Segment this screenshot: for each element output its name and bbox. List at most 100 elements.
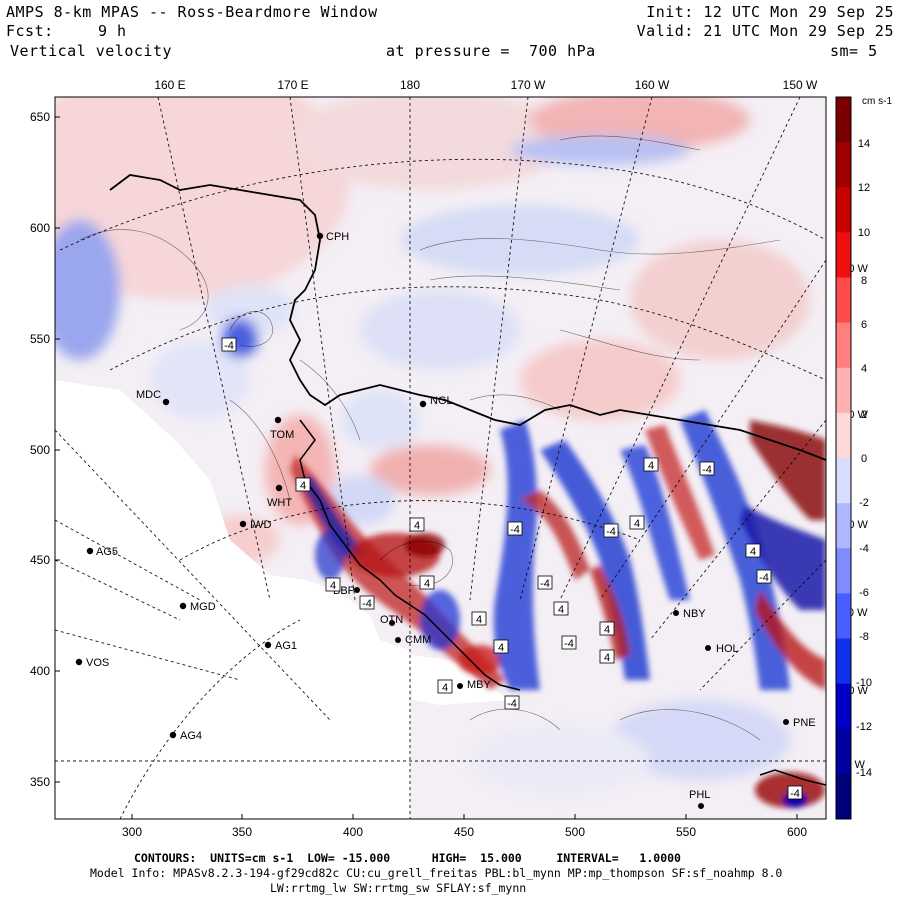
contour-label: 4 xyxy=(558,604,564,616)
contour-label: -4 xyxy=(507,698,517,710)
colorbar-tick-label: 8 xyxy=(861,275,867,287)
longitude-label: 160 E xyxy=(154,78,185,92)
y-tick-label: 450 xyxy=(30,553,50,567)
map-title: AMPS 8-km MPAS -- Ross-Beardmore Window xyxy=(6,3,378,21)
model-info: Model Info: MPASv8.2.3-194-gf29cd82c CU:… xyxy=(90,866,783,880)
contour-label: 4 xyxy=(476,614,482,626)
colorbar-band xyxy=(836,412,851,459)
station-label: MGD xyxy=(190,601,216,613)
contour-label: 4 xyxy=(604,624,610,636)
longitude-label: 160 W xyxy=(635,78,670,92)
colorbar-tick-label: 4 xyxy=(861,363,867,375)
station-label: CPH xyxy=(326,231,349,243)
colorbar-band xyxy=(836,593,851,639)
contour-label: -4 xyxy=(759,572,769,584)
colorbar-tick-label: -14 xyxy=(856,767,872,779)
y-tick-label: 650 xyxy=(30,110,50,124)
station-label: OTN xyxy=(380,614,403,626)
contour-label: 4 xyxy=(414,520,420,532)
longitude-label: 180 xyxy=(400,78,420,92)
colorbar-band xyxy=(836,277,851,324)
colorbar-tick-label: 0 xyxy=(861,453,867,465)
station-label: MDC xyxy=(136,389,161,401)
x-tick-label: 300 xyxy=(122,825,142,839)
station-label: HOL xyxy=(716,643,739,655)
station-label: AG5 xyxy=(96,546,118,558)
station-label: NGL xyxy=(430,395,453,407)
colorbar-tick-label: -6 xyxy=(859,587,869,599)
x-tick-label: 400 xyxy=(343,825,363,839)
station-label: CMM xyxy=(405,634,431,646)
contour-label: -4 xyxy=(790,788,800,800)
contour-label: 4 xyxy=(648,460,654,472)
contour-label: 4 xyxy=(634,518,640,530)
station-label: TOM xyxy=(270,429,294,441)
colorbar-band xyxy=(836,97,851,143)
station-label: VOS xyxy=(86,657,109,669)
colorbar-tick-label: 6 xyxy=(861,319,867,331)
contour-label: 4 xyxy=(424,578,430,590)
contour-label: -4 xyxy=(564,638,574,650)
x-tick-label: 350 xyxy=(232,825,252,839)
colorbar-tick-label: 14 xyxy=(858,138,870,150)
station-label: AG4 xyxy=(180,730,202,742)
colorbar-band xyxy=(836,187,851,233)
x-tick-label: 550 xyxy=(676,825,696,839)
longitude-label: 170 E xyxy=(277,78,308,92)
contour-label: 4 xyxy=(604,652,610,664)
colorbar-band xyxy=(836,503,851,549)
colorbar-tick-label: -2 xyxy=(859,497,869,509)
contour-label: 4 xyxy=(498,642,504,654)
station-label: PNE xyxy=(793,717,816,729)
station-label: WHT xyxy=(267,497,292,509)
y-tick-label: 550 xyxy=(30,332,50,346)
colorbar-tick-label: -12 xyxy=(856,721,872,733)
colorbar-band xyxy=(836,458,851,504)
colorbar-tick-label: -4 xyxy=(859,543,869,555)
colorbar-band xyxy=(836,548,851,594)
longitude-label: 150 W xyxy=(783,78,818,92)
contour-label: -4 xyxy=(606,526,616,538)
contour-label: 4 xyxy=(750,546,756,558)
forecast-hour-value: 9 h xyxy=(98,22,127,40)
colorbar-band xyxy=(836,773,851,820)
colorbar-band xyxy=(836,638,851,685)
colorbar: cm s-1 14 12 10 8 6 4 2 0 -2 -4 -6 -8 -1… xyxy=(835,96,892,820)
x-tick-label: 600 xyxy=(787,825,807,839)
colorbar-units: cm s-1 xyxy=(862,96,892,107)
station-label: IWD xyxy=(250,519,271,531)
longitude-label: 170 W xyxy=(511,78,546,92)
model-info-line-2: LW:rrtmg_lw SW:rrtmg_sw SFLAY:sf_mynn xyxy=(270,881,527,895)
valid-time: Valid: 21 UTC Mon 29 Sep 25 xyxy=(636,22,894,40)
colorbar-band xyxy=(836,322,851,369)
contour-label: -4 xyxy=(510,524,520,536)
forecast-hour-label: Fcst: xyxy=(6,22,54,40)
x-tick-label: 450 xyxy=(454,825,474,839)
contour-label: -4 xyxy=(362,598,372,610)
y-tick-label: 400 xyxy=(30,664,50,678)
colorbar-tick-label: 2 xyxy=(861,409,867,421)
y-tick-label: 600 xyxy=(30,221,50,235)
init-time: Init: 12 UTC Mon 29 Sep 25 xyxy=(646,3,894,21)
contour-label: -4 xyxy=(540,578,550,590)
station-label: MBY xyxy=(467,679,492,691)
y-tick-label: 500 xyxy=(30,443,50,457)
contour-label: -4 xyxy=(224,340,234,352)
field-name: Vertical velocity xyxy=(10,42,173,60)
colorbar-band xyxy=(836,142,851,188)
colorbar-tick-label: 12 xyxy=(858,182,870,194)
colorbar-band xyxy=(836,728,851,775)
colorbar-band xyxy=(836,367,851,414)
station-label: PHL xyxy=(689,789,710,801)
colorbar-band xyxy=(836,232,851,278)
contour-label: 4 xyxy=(330,580,336,592)
colorbar-tick-label: -10 xyxy=(856,677,872,689)
contour-label: 4 xyxy=(442,682,448,694)
contour-label: -4 xyxy=(702,464,712,476)
station-label: NBY xyxy=(683,608,706,620)
y-tick-label: 350 xyxy=(30,775,50,789)
colorbar-tick-label: 10 xyxy=(858,227,870,239)
pressure-level: at pressure = 700 hPa xyxy=(386,42,596,60)
contour-label: 4 xyxy=(300,480,306,492)
